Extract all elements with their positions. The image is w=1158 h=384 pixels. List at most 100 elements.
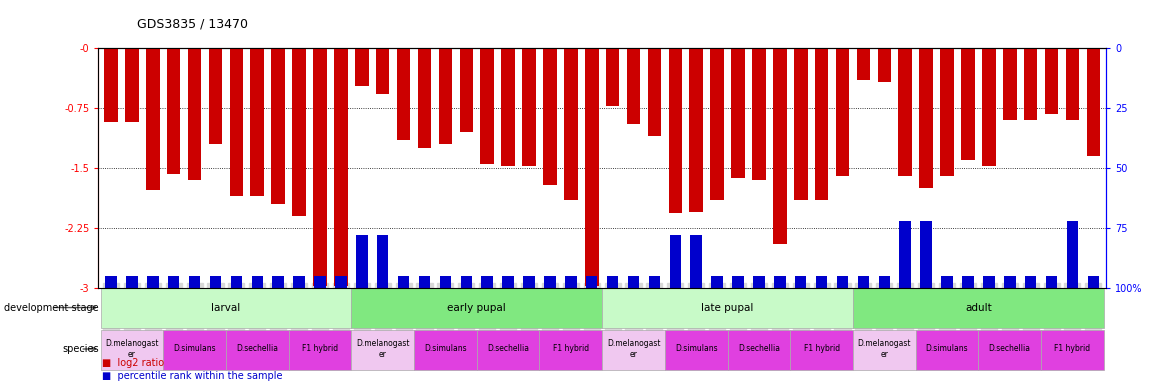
Bar [1003,48,1017,120]
Bar [940,48,954,176]
Bar [853,288,1104,328]
Bar [419,276,431,288]
Bar [853,330,916,370]
Text: D.simulans: D.simulans [675,344,718,354]
Bar [167,48,181,174]
Bar [251,276,263,288]
Bar [271,48,285,204]
Text: F1 hybrid: F1 hybrid [1055,344,1091,354]
Text: adult: adult [965,303,991,313]
Bar [477,330,540,370]
Text: ■  log2 ratio: ■ log2 ratio [102,358,164,368]
Bar [1041,330,1104,370]
Text: D.sechellia: D.sechellia [236,344,278,354]
Bar [606,48,620,106]
Bar [356,235,367,288]
Bar [816,276,828,288]
Bar [288,330,351,370]
Text: D.melanogast
er: D.melanogast er [105,339,159,359]
Bar [335,48,347,286]
Bar [460,48,474,132]
Text: D.melanogast
er: D.melanogast er [356,339,410,359]
Bar [837,276,849,288]
Bar [126,276,138,288]
Bar [1087,276,1099,288]
Bar [879,276,891,288]
Bar [628,276,639,288]
Bar [602,288,853,328]
Text: larval: larval [211,303,241,313]
Bar [293,276,305,288]
Bar [398,276,410,288]
Text: D.simulans: D.simulans [174,344,215,354]
Text: D.melanogast
er: D.melanogast er [607,339,660,359]
Bar [774,48,786,244]
Bar [418,48,431,148]
Bar [900,220,911,288]
Bar [543,48,557,185]
Bar [461,276,472,288]
Bar [647,48,661,136]
Bar [586,276,598,288]
Bar [790,330,853,370]
Bar [836,48,849,176]
Bar [101,330,163,370]
Bar [351,288,602,328]
Bar [168,276,179,288]
Bar [564,48,578,200]
Bar [774,276,785,288]
Bar [540,330,602,370]
Text: F1 hybrid: F1 hybrid [552,344,589,354]
Bar [229,48,243,196]
Bar [376,48,389,94]
Bar [1086,48,1100,156]
Bar [376,235,388,288]
Bar [794,48,807,200]
Text: D.sechellia: D.sechellia [488,344,529,354]
Bar [711,276,723,288]
Bar [794,276,806,288]
Bar [1004,276,1016,288]
Bar [482,276,493,288]
Bar [250,48,264,196]
Bar [983,276,995,288]
Bar [916,330,979,370]
Bar [710,48,724,200]
Bar [962,276,974,288]
Bar [147,276,159,288]
Bar [188,48,201,180]
Bar [503,276,514,288]
Bar [899,48,913,176]
Bar [146,48,160,190]
Bar [292,48,306,216]
Bar [230,276,242,288]
Bar [921,220,932,288]
Bar [1045,48,1058,114]
Bar [544,276,556,288]
Bar [501,48,515,166]
Bar [626,48,640,124]
Bar [585,48,599,286]
Bar [1024,48,1038,120]
Bar [1025,276,1036,288]
Bar [356,48,368,86]
Bar [919,48,933,188]
Text: ■  percentile rank within the sample: ■ percentile rank within the sample [102,371,283,381]
Bar [1046,276,1057,288]
Bar [105,276,117,288]
Bar [731,48,745,178]
Text: D.simulans: D.simulans [424,344,467,354]
Bar [602,330,665,370]
Text: development stage: development stage [3,303,98,313]
Bar [522,48,536,166]
Text: D.sechellia: D.sechellia [989,344,1031,354]
Bar [163,330,226,370]
Bar [815,48,828,200]
Bar [648,276,660,288]
Bar [125,48,139,122]
Text: F1 hybrid: F1 hybrid [302,344,338,354]
Bar [665,330,727,370]
Text: D.melanogast
er: D.melanogast er [858,339,911,359]
Bar [858,276,870,288]
Bar [397,48,410,140]
